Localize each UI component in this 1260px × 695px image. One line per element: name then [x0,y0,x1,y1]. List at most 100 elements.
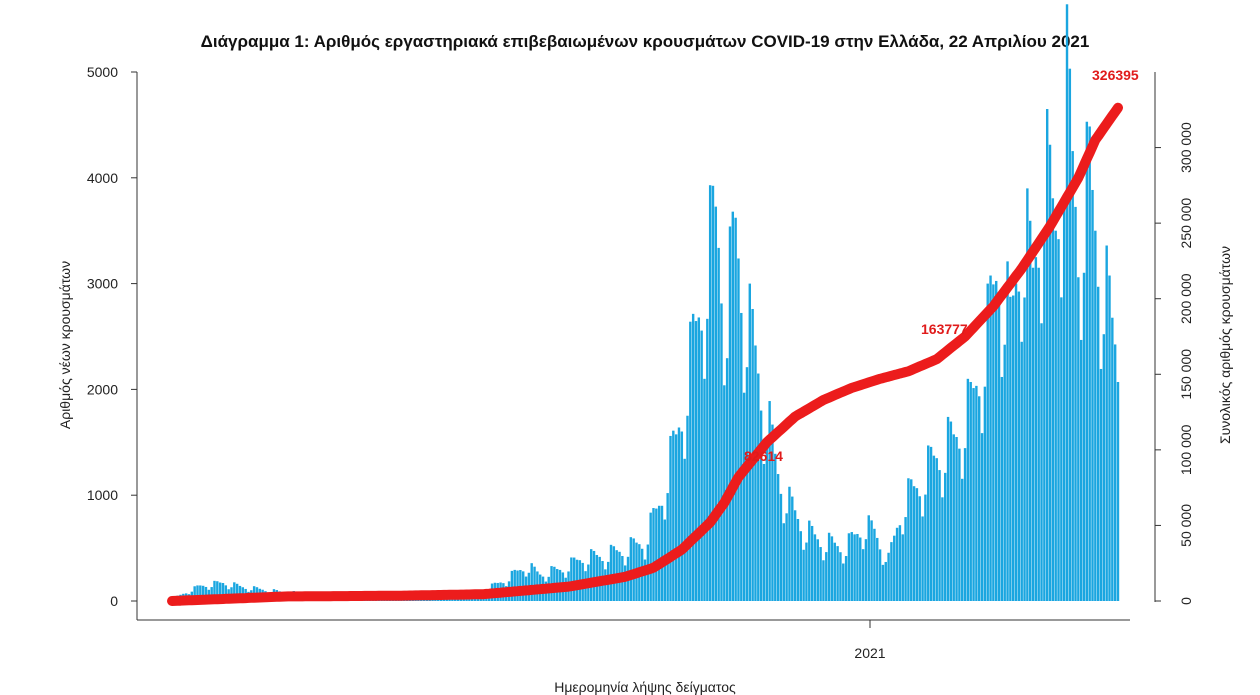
bar [1012,296,1014,602]
bar [964,448,966,601]
left-y-ticks: 0 1000 2000 3000 4000 5000 [87,64,137,609]
bar [1100,369,1102,601]
y-tick-label: 5000 [87,64,118,80]
bar [921,516,923,601]
bar [1054,231,1056,601]
bar [1077,277,1079,601]
bar [726,358,728,601]
bar [970,382,972,601]
bar [749,284,751,601]
bar [743,393,745,601]
bar [1105,246,1107,601]
bar [805,543,807,601]
bar [938,470,940,601]
bar [989,276,991,601]
bar [797,519,799,601]
bar [882,565,884,601]
right-y-ticks: 0 50 000 100 000 150 000 200 000 250 000 300 0… [1155,122,1194,605]
annotation-326395: 326395 [1092,67,1139,83]
bar [836,546,838,601]
bar [992,284,994,601]
y-tick-label: 2000 [87,381,118,397]
y2-axis-label: Συνολικός αριθμός κρουσμάτων [1217,246,1233,444]
bar [981,433,983,601]
bar [1069,69,1071,601]
bar [1043,241,1045,601]
bar [678,427,680,601]
x-tick-label-2021: 2021 [854,645,885,661]
bar [879,549,881,601]
bar [698,317,700,601]
bar [907,478,909,601]
bar [893,536,895,601]
bar [998,296,1000,601]
x-axis-label: Ημερομηνία λήψης δείγματος [554,679,736,695]
bar [887,553,889,601]
bar [933,456,935,601]
bar [839,552,841,601]
y2-tick-label: 100 000 [1178,424,1194,475]
bar [1037,268,1039,601]
bar [975,386,977,601]
bar [689,322,691,601]
bar [649,513,651,601]
bar [865,539,867,601]
bar [1046,109,1048,601]
bar [828,533,830,601]
bar [1108,276,1110,601]
bar [1021,342,1023,601]
bar [729,226,731,601]
bar [987,284,989,601]
bar [853,534,855,601]
bar [902,534,904,601]
bar [885,562,887,601]
bar [672,431,674,601]
bar [953,434,955,601]
bar [811,526,813,601]
bar [1015,284,1017,601]
bar [683,459,685,601]
bar [1114,344,1116,601]
y-tick-label: 0 [110,593,118,609]
bar [978,396,980,601]
bar [941,497,943,601]
bar [610,545,612,601]
bar [924,495,926,601]
bar [870,520,872,601]
y2-tick-label: 0 [1178,597,1194,605]
bar [783,523,785,601]
bar [967,379,969,601]
bar [802,550,804,601]
bar [732,212,734,601]
bar [570,557,572,601]
bar [862,549,864,601]
bar [868,515,870,601]
bar [1097,287,1099,601]
bar [1074,207,1076,601]
bar [845,556,847,601]
bar [955,437,957,601]
bar [715,207,717,601]
y-axis-label: Αριθμός νέων κρουσμάτων [57,261,73,429]
bar [1049,145,1051,601]
bar [666,493,668,601]
bar [760,411,762,601]
bar [1057,239,1059,601]
bar [944,473,946,601]
bar [848,533,850,601]
bar [1086,122,1088,601]
bar [706,319,708,601]
bar [972,388,974,601]
bar [947,417,949,601]
bar [681,432,683,601]
bar [950,422,952,601]
bar [1080,340,1082,601]
bar [896,528,898,601]
bar [791,497,793,601]
bar [1094,231,1096,601]
bar [1111,318,1113,601]
bar [890,542,892,601]
bar [995,281,997,601]
bar [1091,190,1093,601]
